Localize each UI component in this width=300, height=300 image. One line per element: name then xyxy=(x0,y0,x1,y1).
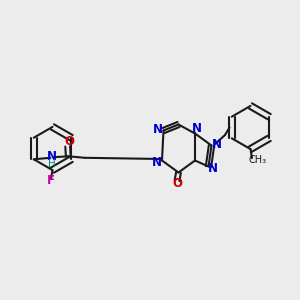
Text: CH₃: CH₃ xyxy=(248,155,266,166)
Text: O: O xyxy=(172,177,182,190)
Text: O: O xyxy=(65,135,75,148)
Text: H: H xyxy=(48,159,56,170)
Text: N: N xyxy=(152,155,162,169)
Text: N: N xyxy=(153,122,163,136)
Text: N: N xyxy=(191,122,202,135)
Text: N: N xyxy=(47,150,57,163)
Text: F: F xyxy=(47,173,55,187)
Text: N: N xyxy=(208,162,218,176)
Text: N: N xyxy=(212,137,222,151)
